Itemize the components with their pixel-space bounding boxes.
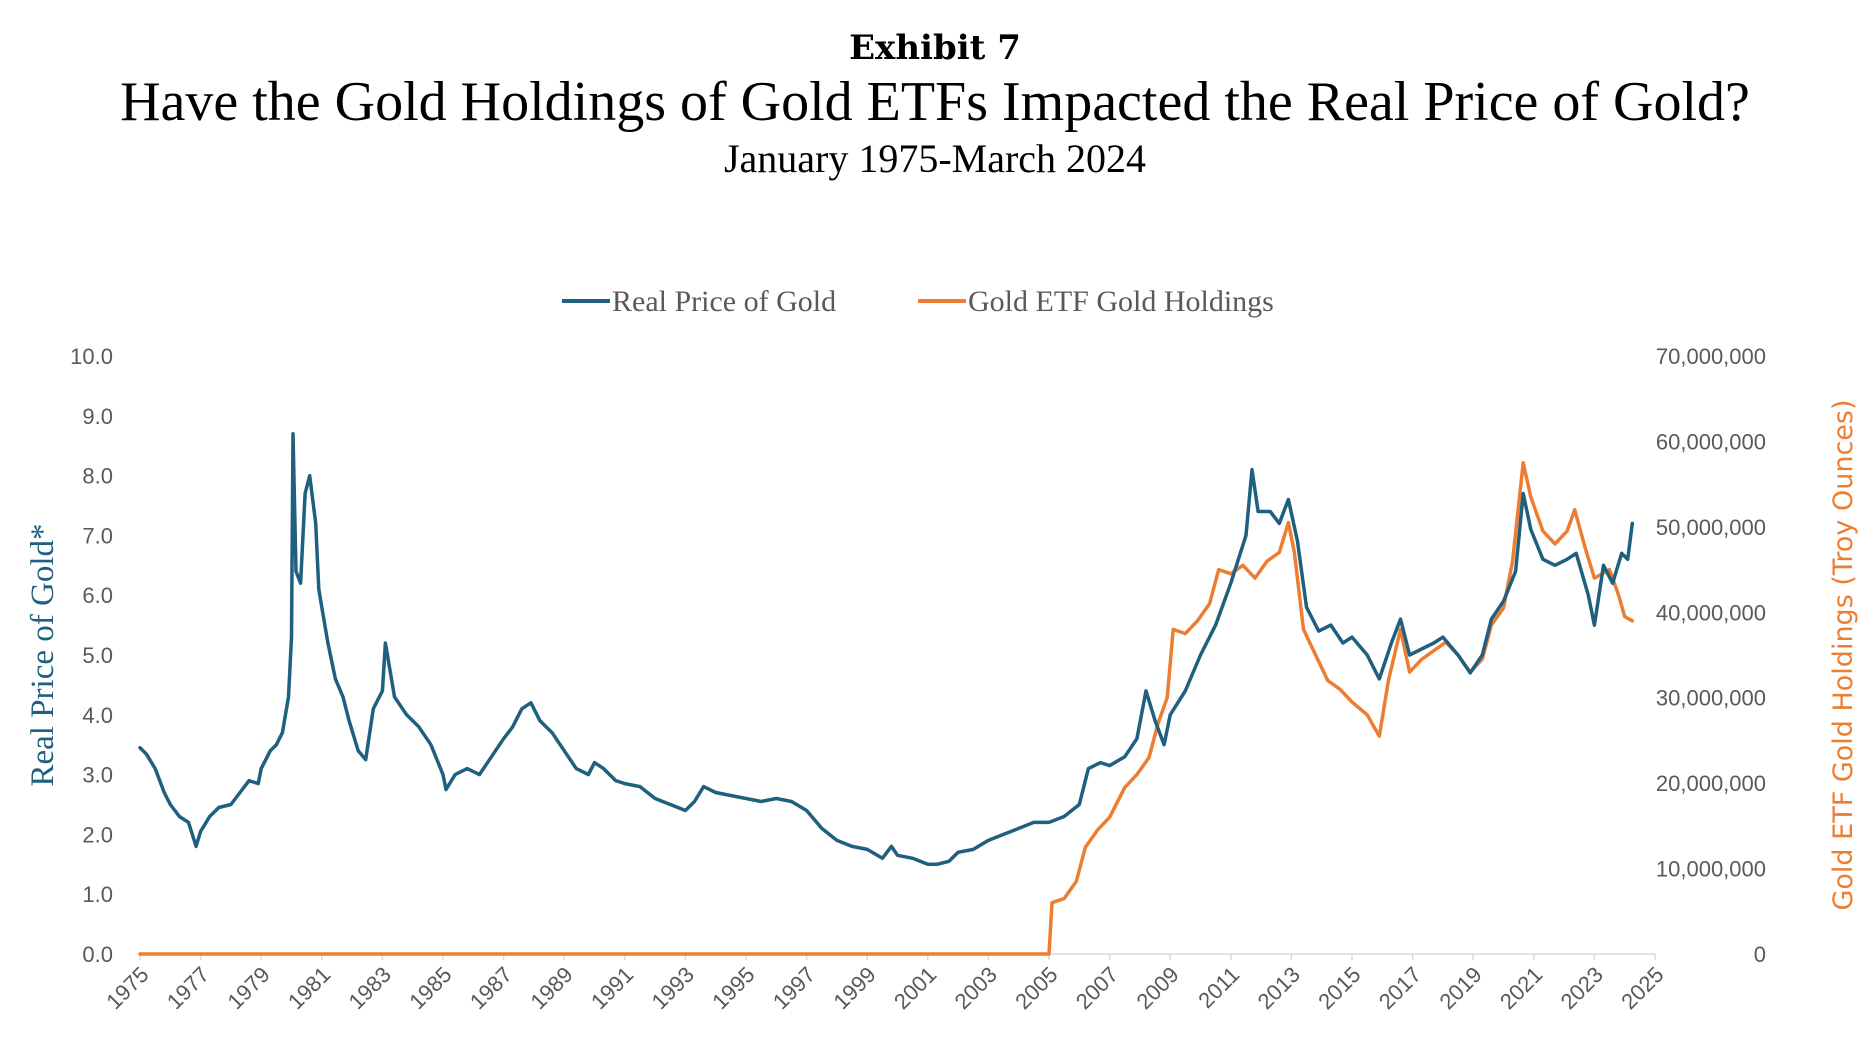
x-tick-label: 1989	[525, 962, 577, 1014]
x-tick-label: 2003	[950, 962, 1002, 1014]
x-tick-label: 2015	[1313, 962, 1365, 1014]
x-tick-label: 2021	[1495, 962, 1547, 1014]
left-y-tick-label: 8.0	[82, 464, 113, 489]
x-tick-label: 1981	[283, 962, 335, 1014]
x-tick-label: 2017	[1374, 962, 1426, 1014]
right-y-tick-label: 30,000,000	[1656, 686, 1766, 711]
right-y-tick-label: 20,000,000	[1656, 771, 1766, 796]
left-y-tick-label: 3.0	[82, 763, 113, 788]
left-y-tick-label: 7.0	[82, 523, 113, 548]
left-y-tick-label: 0.0	[82, 942, 113, 967]
exhibit-label: Exhibit 7	[849, 28, 1021, 68]
right-y-axis-title: Gold ETF Gold Holdings (Troy Ounces)	[1828, 399, 1859, 910]
chart-subtitle: January 1975-March 2024	[723, 136, 1147, 181]
legend-label-etf-holdings: Gold ETF Gold Holdings	[968, 285, 1274, 318]
x-tick-label: 1987	[465, 962, 517, 1014]
right-y-axis: 0 10,000,000 20,000,000 30,000,000 40,000,00…	[1656, 344, 1766, 967]
x-tick-label: 1983	[344, 962, 396, 1014]
x-tick-label: 1993	[647, 962, 699, 1014]
left-y-axis: 0.0 1.0 2.0 3.0 4.0 5.0 6.0 7.0 8.0 9.0 10.0	[70, 344, 113, 967]
x-tick-label: 1999	[828, 962, 880, 1014]
x-tick-label: 2005	[1010, 962, 1062, 1014]
x-tick-label: 2011	[1193, 962, 1244, 1013]
right-y-tick-label: 70,000,000	[1656, 344, 1766, 369]
right-y-tick-label: 10,000,000	[1656, 857, 1766, 882]
x-tick-label: 2023	[1556, 962, 1608, 1014]
x-tick-label: 1985	[404, 962, 456, 1014]
right-y-tick-label: 60,000,000	[1656, 429, 1766, 454]
left-y-tick-label: 4.0	[82, 703, 113, 728]
right-y-tick-label: 50,000,000	[1656, 515, 1766, 540]
left-y-tick-label: 5.0	[82, 643, 113, 668]
legend-label-gold-price: Real Price of Gold	[612, 285, 836, 318]
legend: Real Price of Gold Gold ETF Gold Holding…	[562, 285, 1274, 318]
x-tick-label: 1975	[101, 962, 153, 1014]
left-y-tick-label: 9.0	[82, 404, 113, 429]
series-line-gold-etf-holdings	[138, 461, 1635, 956]
x-tick-label: 1991	[586, 962, 638, 1014]
x-tick-label: 2013	[1253, 962, 1305, 1014]
x-tick-label: 1995	[707, 962, 759, 1014]
x-tick-label: 2007	[1071, 962, 1123, 1014]
series-layer	[138, 431, 1635, 956]
x-tick-label: 2001	[889, 962, 941, 1014]
left-y-tick-label: 10.0	[70, 344, 113, 369]
right-y-tick-label: 40,000,000	[1656, 600, 1766, 625]
right-y-tick-label: 0	[1754, 942, 1766, 967]
series-line-real-price-of-gold	[138, 431, 1635, 867]
x-tick-label: 2019	[1434, 962, 1486, 1014]
x-axis: 1975 1977 1979 1981 1983 1985 1987 1989 1991 1993…	[101, 954, 1669, 1014]
x-tick-label: 2025	[1616, 962, 1668, 1014]
x-tick-label: 2009	[1131, 962, 1183, 1014]
left-y-tick-label: 6.0	[82, 583, 113, 608]
left-y-tick-label: 2.0	[82, 822, 113, 847]
chart-titles: Exhibit 7 Have the Gold Holdings of Gold…	[0, 26, 1870, 184]
x-tick-label: 1979	[222, 962, 274, 1014]
left-y-tick-label: 1.0	[82, 882, 113, 907]
chart-title: Have the Gold Holdings of Gold ETFs Impa…	[120, 71, 1750, 133]
left-y-axis-title: Real Price of Gold*	[25, 523, 61, 786]
x-tick-label: 1997	[768, 962, 820, 1014]
x-tick-label: 1977	[162, 962, 214, 1014]
